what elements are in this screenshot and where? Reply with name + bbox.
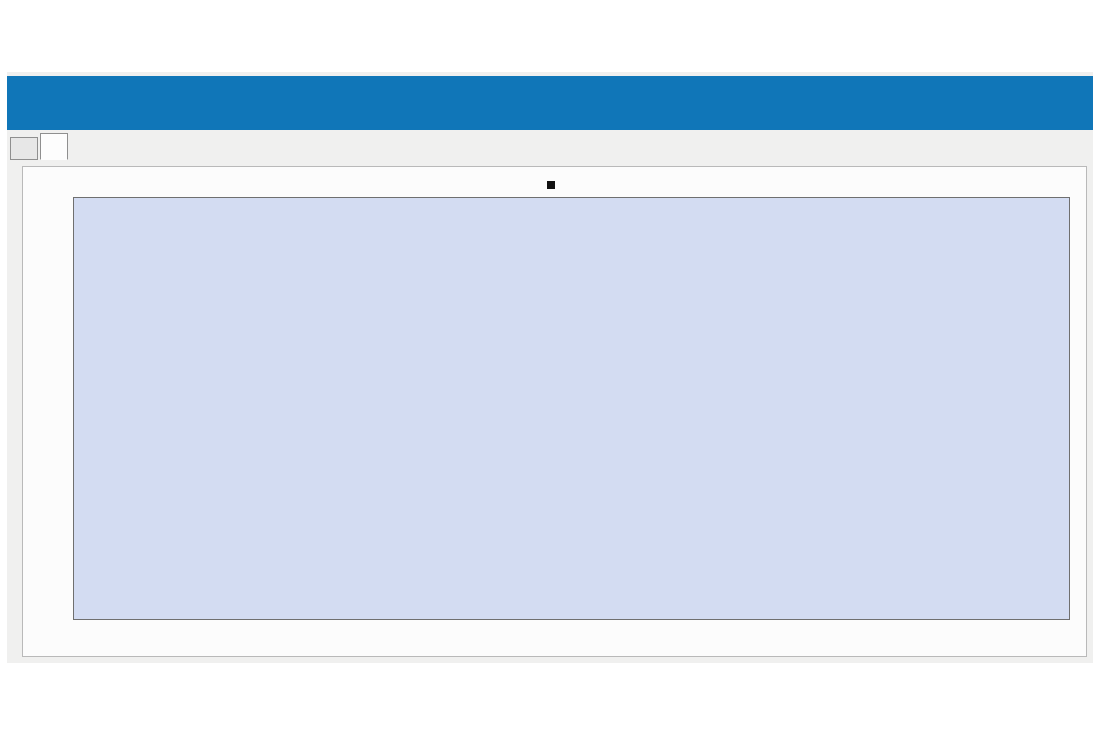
legend-marker-square [547,181,555,189]
plot-canvas [74,198,1069,619]
plot-area[interactable] [73,197,1070,620]
y-axis-ruler [29,197,67,618]
chart-legend [23,178,1086,192]
tab-bar [10,133,70,160]
tab-curve-overlay[interactable] [40,133,68,160]
chart-panel [22,166,1087,657]
x-axis-ruler [73,623,1068,649]
app-window [7,72,1093,663]
tab-trends[interactable] [10,137,38,160]
title-bar [7,76,1093,130]
